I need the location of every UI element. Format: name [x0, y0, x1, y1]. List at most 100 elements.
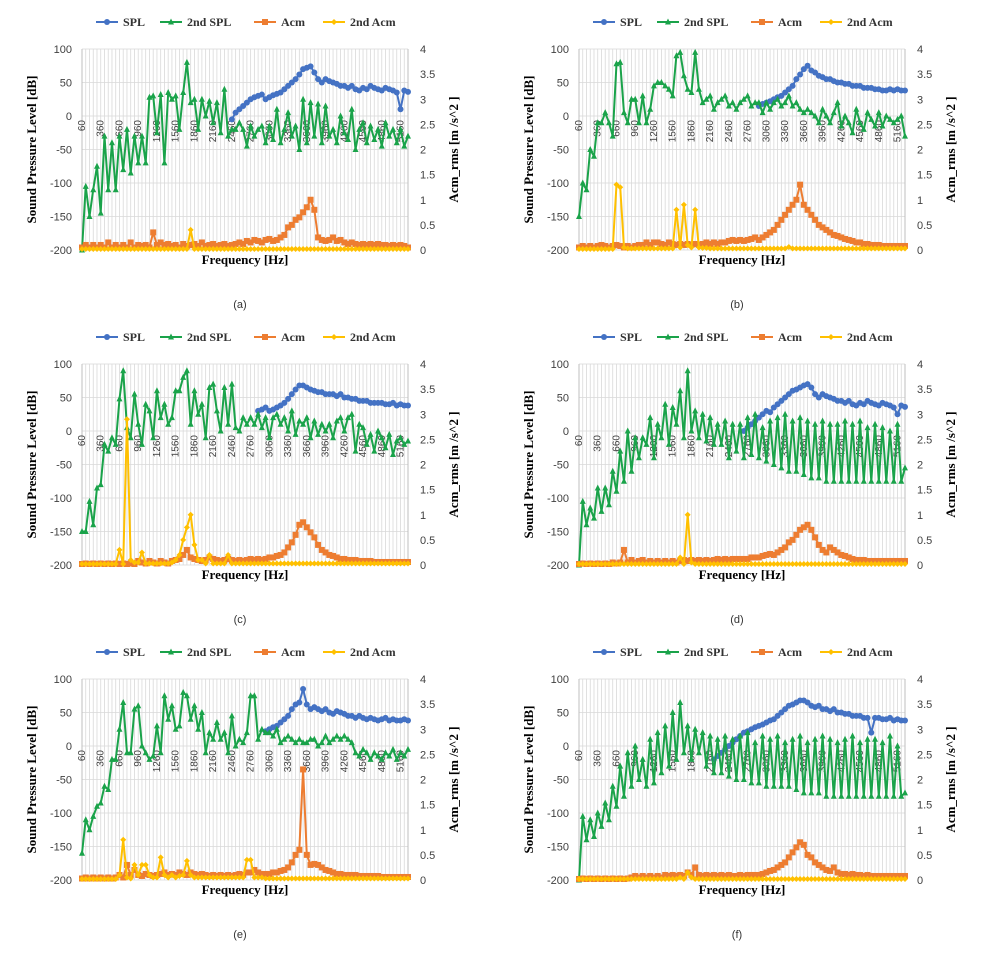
data-point — [875, 792, 882, 799]
data-point — [217, 129, 224, 136]
x-tick-label: 1260 — [152, 435, 163, 458]
data-point — [120, 560, 127, 567]
data-point — [97, 241, 104, 248]
data-point — [635, 776, 642, 782]
data-point — [755, 779, 762, 786]
data-point — [288, 391, 295, 398]
data-point — [82, 245, 89, 252]
data-point — [579, 179, 586, 186]
data-point — [684, 85, 691, 92]
data-point — [872, 735, 879, 742]
data-point — [285, 544, 292, 551]
data-point — [748, 450, 755, 457]
x-tick-label: 4860 — [874, 435, 885, 458]
data-point — [135, 871, 142, 878]
data-point — [643, 560, 650, 567]
data-point — [333, 732, 340, 739]
data-point — [236, 560, 243, 567]
data-point — [699, 244, 706, 251]
data-point — [273, 875, 280, 882]
x-tick-label: 4260 — [339, 435, 350, 458]
y2-tick-label: 2.5 — [420, 434, 435, 446]
data-point — [168, 245, 175, 252]
data-point — [183, 58, 190, 65]
data-point — [815, 221, 822, 228]
data-point — [131, 861, 138, 868]
x-tick-label: 1260 — [649, 750, 660, 773]
data-point — [710, 245, 717, 252]
data-point — [830, 109, 837, 116]
data-point — [703, 556, 710, 563]
data-point — [812, 112, 819, 119]
data-point — [804, 851, 811, 858]
data-point — [800, 201, 807, 208]
data-point — [898, 557, 905, 564]
data-point — [583, 521, 590, 528]
data-point — [875, 245, 882, 252]
data-point — [849, 555, 856, 562]
data-point — [187, 226, 194, 233]
data-point — [213, 99, 220, 106]
x-tick-label: 3360 — [780, 750, 791, 773]
data-point — [785, 854, 792, 861]
data-point — [288, 560, 295, 567]
data-point — [737, 245, 744, 252]
data-point — [180, 536, 187, 543]
data-point — [823, 560, 830, 567]
series-2nd-acm — [576, 511, 908, 567]
legend-marker — [759, 649, 765, 655]
data-point — [322, 102, 329, 109]
data-point — [202, 560, 209, 567]
data-point — [894, 560, 901, 567]
data-point — [838, 870, 845, 877]
data-point — [594, 242, 601, 249]
data-point — [680, 434, 687, 441]
data-point — [868, 872, 875, 879]
data-point — [326, 245, 333, 252]
data-point — [288, 706, 295, 713]
data-point — [386, 242, 393, 249]
data-point — [804, 62, 811, 69]
data-point — [288, 407, 295, 414]
data-point — [785, 539, 792, 546]
data-point — [823, 549, 830, 556]
data-point — [804, 739, 811, 746]
x-tick-label: 3060 — [761, 750, 772, 773]
data-point — [292, 216, 299, 223]
data-point — [872, 122, 879, 129]
x-tick-label: 2160 — [705, 435, 716, 458]
x-tick-label: 3360 — [283, 120, 294, 143]
data-point — [307, 875, 314, 882]
data-point — [123, 125, 130, 132]
data-point — [206, 729, 213, 736]
y2-tick-label: 2 — [420, 145, 426, 157]
data-point — [191, 387, 198, 394]
data-point — [834, 875, 841, 882]
y2-tick-label: 2.5 — [420, 749, 435, 761]
y-tick-label: -150 — [50, 527, 72, 539]
data-point — [348, 560, 355, 567]
y2-axis-title: Acm_rms [m /s^2 ] — [943, 726, 958, 832]
y-tick-label: 100 — [551, 359, 569, 371]
y-axis-title: Sound Pressure Level [dB] — [24, 76, 39, 224]
data-point — [632, 742, 639, 749]
data-point — [382, 245, 389, 252]
data-point — [277, 739, 284, 746]
x-tick-label: 2160 — [208, 750, 219, 773]
y-tick-label: -200 — [50, 560, 72, 572]
data-point — [315, 560, 322, 567]
data-point — [303, 560, 310, 567]
data-point — [714, 420, 721, 427]
data-point — [590, 875, 597, 882]
panel-caption: (f) — [732, 929, 742, 941]
data-point — [579, 875, 586, 882]
y-tick-label: -150 — [547, 842, 569, 854]
data-point — [217, 735, 224, 742]
data-point — [318, 875, 325, 882]
data-point — [168, 414, 175, 421]
data-point — [180, 871, 187, 878]
data-point — [206, 874, 213, 881]
data-point — [602, 245, 609, 252]
data-point — [868, 115, 875, 122]
data-point — [273, 236, 280, 243]
